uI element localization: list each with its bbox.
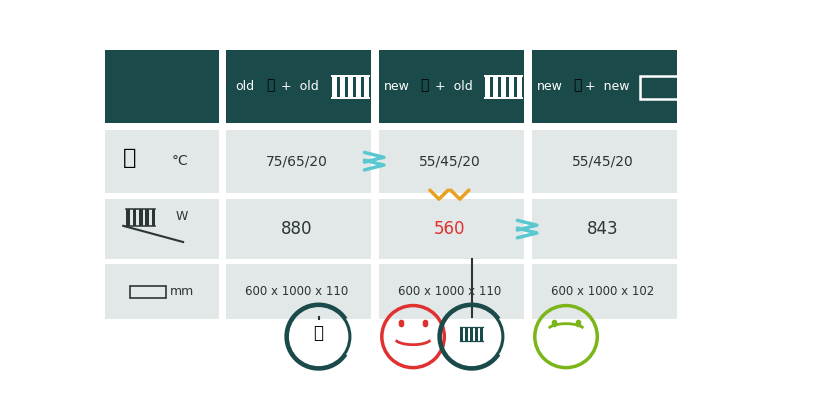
FancyBboxPatch shape xyxy=(139,209,143,226)
FancyBboxPatch shape xyxy=(379,50,523,123)
Text: old: old xyxy=(234,80,254,93)
Text: 🔥: 🔥 xyxy=(421,78,429,92)
Text: 843: 843 xyxy=(586,220,618,238)
FancyBboxPatch shape xyxy=(379,264,523,319)
FancyBboxPatch shape xyxy=(332,76,337,97)
FancyBboxPatch shape xyxy=(493,76,498,97)
Text: new: new xyxy=(385,80,410,93)
FancyBboxPatch shape xyxy=(133,209,136,226)
FancyBboxPatch shape xyxy=(470,327,473,341)
FancyBboxPatch shape xyxy=(340,76,345,97)
FancyBboxPatch shape xyxy=(465,327,468,341)
FancyBboxPatch shape xyxy=(485,76,490,97)
FancyBboxPatch shape xyxy=(475,327,478,341)
FancyBboxPatch shape xyxy=(364,76,369,97)
FancyBboxPatch shape xyxy=(532,50,676,123)
Text: +  old: + old xyxy=(435,80,473,93)
Text: 55/45/20: 55/45/20 xyxy=(418,154,480,168)
FancyBboxPatch shape xyxy=(356,76,361,97)
FancyBboxPatch shape xyxy=(501,76,506,97)
Text: 880: 880 xyxy=(281,220,312,238)
FancyBboxPatch shape xyxy=(126,209,130,226)
FancyBboxPatch shape xyxy=(480,327,483,341)
FancyBboxPatch shape xyxy=(226,264,370,319)
FancyBboxPatch shape xyxy=(105,264,219,319)
Text: +  old: + old xyxy=(281,80,318,93)
Text: W: W xyxy=(176,210,188,223)
FancyBboxPatch shape xyxy=(379,199,523,259)
FancyBboxPatch shape xyxy=(226,199,370,259)
FancyBboxPatch shape xyxy=(532,264,676,319)
FancyBboxPatch shape xyxy=(532,130,676,193)
FancyBboxPatch shape xyxy=(517,76,522,97)
Text: 🔥: 🔥 xyxy=(313,324,323,342)
FancyBboxPatch shape xyxy=(348,76,353,97)
FancyBboxPatch shape xyxy=(151,209,155,226)
FancyBboxPatch shape xyxy=(379,130,523,193)
FancyBboxPatch shape xyxy=(226,130,370,193)
Text: 55/45/20: 55/45/20 xyxy=(571,154,633,168)
FancyBboxPatch shape xyxy=(460,327,463,341)
Text: 🔥: 🔥 xyxy=(574,78,582,92)
Text: 600 x 1000 x 102: 600 x 1000 x 102 xyxy=(551,285,654,298)
Text: 🔥: 🔥 xyxy=(266,78,275,92)
FancyBboxPatch shape xyxy=(145,209,150,226)
Text: 560: 560 xyxy=(433,220,465,238)
FancyBboxPatch shape xyxy=(226,50,370,123)
Text: 600 x 1000 x 110: 600 x 1000 x 110 xyxy=(244,285,348,298)
Text: °C: °C xyxy=(171,154,188,168)
Text: new: new xyxy=(538,80,564,93)
FancyBboxPatch shape xyxy=(105,50,219,123)
Text: mm: mm xyxy=(170,285,194,298)
Text: 600 x 1000 x 110: 600 x 1000 x 110 xyxy=(398,285,501,298)
FancyBboxPatch shape xyxy=(105,199,219,259)
FancyBboxPatch shape xyxy=(105,130,219,193)
FancyBboxPatch shape xyxy=(532,199,676,259)
Text: 75/65/20: 75/65/20 xyxy=(265,154,328,168)
Text: 🔥: 🔥 xyxy=(123,148,136,168)
FancyBboxPatch shape xyxy=(509,76,514,97)
Text: +  new: + new xyxy=(585,80,629,93)
